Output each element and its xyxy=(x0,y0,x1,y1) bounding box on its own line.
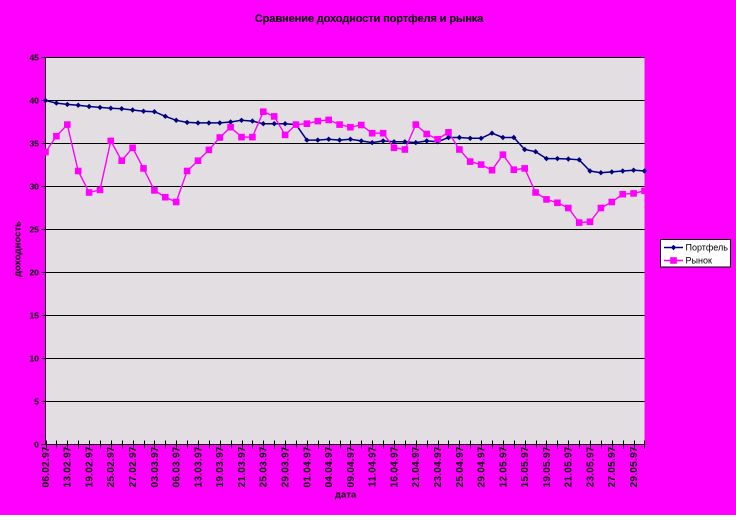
svg-text:29.05.97: 29.05.97 xyxy=(629,446,640,487)
svg-text:25.03.97: 25.03.97 xyxy=(259,446,270,487)
svg-text:06.03.97: 06.03.97 xyxy=(172,446,183,487)
svg-text:12.05.97: 12.05.97 xyxy=(498,446,509,487)
svg-text:15.05.97: 15.05.97 xyxy=(520,446,531,487)
svg-text:45: 45 xyxy=(29,53,39,63)
svg-text:10: 10 xyxy=(29,354,39,364)
svg-text:04.04.97: 04.04.97 xyxy=(324,446,335,487)
svg-text:0: 0 xyxy=(34,440,39,450)
svg-text:25.02.97: 25.02.97 xyxy=(106,446,117,487)
svg-text:23.05.97: 23.05.97 xyxy=(585,446,596,487)
svg-text:29.03.97: 29.03.97 xyxy=(281,446,292,487)
svg-text:Рынок: Рынок xyxy=(686,256,712,266)
svg-text:19.05.97: 19.05.97 xyxy=(542,446,553,487)
svg-text:27.02.97: 27.02.97 xyxy=(128,446,139,487)
svg-text:03.03.97: 03.03.97 xyxy=(150,446,161,487)
svg-text:Сравнение доходности портфеля: Сравнение доходности портфеля и рынка xyxy=(255,13,484,25)
svg-text:27.05.97: 27.05.97 xyxy=(607,446,618,487)
svg-text:16.04.97: 16.04.97 xyxy=(389,446,400,487)
svg-text:11.04.97: 11.04.97 xyxy=(368,446,379,487)
svg-text:Портфель: Портфель xyxy=(686,243,729,253)
svg-text:13.03.97: 13.03.97 xyxy=(193,446,204,487)
svg-text:30: 30 xyxy=(29,182,39,192)
svg-text:01.04.97: 01.04.97 xyxy=(302,446,313,487)
svg-text:15: 15 xyxy=(29,311,39,321)
svg-text:19.02.97: 19.02.97 xyxy=(85,446,96,487)
svg-text:дата: дата xyxy=(335,490,357,501)
svg-text:13.02.97: 13.02.97 xyxy=(63,446,74,487)
svg-text:25: 25 xyxy=(29,225,39,235)
svg-text:21.04.97: 21.04.97 xyxy=(411,446,422,487)
svg-text:35: 35 xyxy=(29,139,39,149)
svg-text:доходность: доходность xyxy=(13,221,24,277)
svg-text:29.04.97: 29.04.97 xyxy=(477,446,488,487)
svg-text:25.04.97: 25.04.97 xyxy=(455,446,466,487)
svg-text:21.03.97: 21.03.97 xyxy=(237,446,248,487)
svg-text:20: 20 xyxy=(29,268,39,278)
svg-text:21.05.97: 21.05.97 xyxy=(564,446,575,487)
svg-text:19.03.97: 19.03.97 xyxy=(215,446,226,487)
svg-text:06.02.97: 06.02.97 xyxy=(41,446,52,487)
svg-text:5: 5 xyxy=(34,397,39,407)
svg-text:40: 40 xyxy=(29,96,39,106)
svg-text:09.04.97: 09.04.97 xyxy=(346,446,357,487)
svg-text:23.04.97: 23.04.97 xyxy=(433,446,444,487)
